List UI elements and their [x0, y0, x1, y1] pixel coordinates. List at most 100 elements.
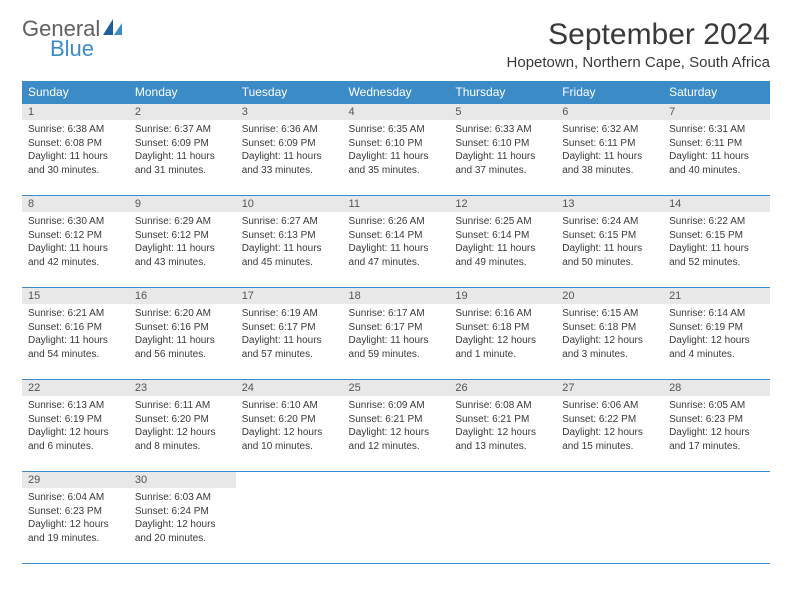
day-header: Tuesday	[236, 81, 343, 104]
day-content: Sunrise: 6:14 AMSunset: 6:19 PMDaylight:…	[663, 304, 770, 365]
day-header: Saturday	[663, 81, 770, 104]
day-number: 23	[129, 380, 236, 396]
daylight-text: Daylight: 11 hours and 42 minutes.	[28, 242, 123, 269]
daylight-text: Daylight: 11 hours and 43 minutes.	[135, 242, 230, 269]
daylight-text: Daylight: 12 hours and 6 minutes.	[28, 426, 123, 453]
calendar-day: 30Sunrise: 6:03 AMSunset: 6:24 PMDayligh…	[129, 472, 236, 564]
sunrise-text: Sunrise: 6:33 AM	[455, 123, 550, 137]
sunset-text: Sunset: 6:13 PM	[242, 229, 337, 243]
calendar-day: 12Sunrise: 6:25 AMSunset: 6:14 PMDayligh…	[449, 196, 556, 288]
calendar-day: 7Sunrise: 6:31 AMSunset: 6:11 PMDaylight…	[663, 104, 770, 196]
day-number: 17	[236, 288, 343, 304]
day-number: 29	[22, 472, 129, 488]
sunset-text: Sunset: 6:16 PM	[28, 321, 123, 335]
daylight-text: Daylight: 12 hours and 17 minutes.	[669, 426, 764, 453]
day-number: 24	[236, 380, 343, 396]
logo-sail-icon	[102, 18, 124, 40]
daylight-text: Daylight: 11 hours and 45 minutes.	[242, 242, 337, 269]
day-number: 22	[22, 380, 129, 396]
day-content: Sunrise: 6:24 AMSunset: 6:15 PMDaylight:…	[556, 212, 663, 273]
sunset-text: Sunset: 6:09 PM	[242, 137, 337, 151]
calendar-day: 17Sunrise: 6:19 AMSunset: 6:17 PMDayligh…	[236, 288, 343, 380]
sunset-text: Sunset: 6:19 PM	[669, 321, 764, 335]
daylight-text: Daylight: 11 hours and 40 minutes.	[669, 150, 764, 177]
day-number: 12	[449, 196, 556, 212]
calendar-day: 13Sunrise: 6:24 AMSunset: 6:15 PMDayligh…	[556, 196, 663, 288]
day-number: 19	[449, 288, 556, 304]
day-content: Sunrise: 6:32 AMSunset: 6:11 PMDaylight:…	[556, 120, 663, 181]
daylight-text: Daylight: 11 hours and 47 minutes.	[349, 242, 444, 269]
daylight-text: Daylight: 11 hours and 57 minutes.	[242, 334, 337, 361]
sunrise-text: Sunrise: 6:35 AM	[349, 123, 444, 137]
day-number: 8	[22, 196, 129, 212]
sunset-text: Sunset: 6:14 PM	[455, 229, 550, 243]
calendar-week: 1Sunrise: 6:38 AMSunset: 6:08 PMDaylight…	[22, 104, 770, 196]
calendar-body: 1Sunrise: 6:38 AMSunset: 6:08 PMDaylight…	[22, 104, 770, 564]
day-header: Monday	[129, 81, 236, 104]
daylight-text: Daylight: 12 hours and 13 minutes.	[455, 426, 550, 453]
day-content: Sunrise: 6:27 AMSunset: 6:13 PMDaylight:…	[236, 212, 343, 273]
day-content: Sunrise: 6:19 AMSunset: 6:17 PMDaylight:…	[236, 304, 343, 365]
sunrise-text: Sunrise: 6:38 AM	[28, 123, 123, 137]
calendar-week: 8Sunrise: 6:30 AMSunset: 6:12 PMDaylight…	[22, 196, 770, 288]
sunset-text: Sunset: 6:19 PM	[28, 413, 123, 427]
daylight-text: Daylight: 12 hours and 3 minutes.	[562, 334, 657, 361]
daylight-text: Daylight: 11 hours and 31 minutes.	[135, 150, 230, 177]
day-content: Sunrise: 6:17 AMSunset: 6:17 PMDaylight:…	[343, 304, 450, 365]
sunset-text: Sunset: 6:23 PM	[28, 505, 123, 519]
day-number: 14	[663, 196, 770, 212]
day-content: Sunrise: 6:11 AMSunset: 6:20 PMDaylight:…	[129, 396, 236, 457]
sunset-text: Sunset: 6:20 PM	[135, 413, 230, 427]
sunset-text: Sunset: 6:18 PM	[455, 321, 550, 335]
sunset-text: Sunset: 6:17 PM	[242, 321, 337, 335]
daylight-text: Daylight: 12 hours and 8 minutes.	[135, 426, 230, 453]
calendar-day: 16Sunrise: 6:20 AMSunset: 6:16 PMDayligh…	[129, 288, 236, 380]
calendar-day: 8Sunrise: 6:30 AMSunset: 6:12 PMDaylight…	[22, 196, 129, 288]
day-content: Sunrise: 6:22 AMSunset: 6:15 PMDaylight:…	[663, 212, 770, 273]
calendar-empty	[449, 472, 556, 564]
calendar-empty	[663, 472, 770, 564]
sunrise-text: Sunrise: 6:03 AM	[135, 491, 230, 505]
calendar-week: 15Sunrise: 6:21 AMSunset: 6:16 PMDayligh…	[22, 288, 770, 380]
calendar-day: 9Sunrise: 6:29 AMSunset: 6:12 PMDaylight…	[129, 196, 236, 288]
day-content: Sunrise: 6:30 AMSunset: 6:12 PMDaylight:…	[22, 212, 129, 273]
day-content: Sunrise: 6:16 AMSunset: 6:18 PMDaylight:…	[449, 304, 556, 365]
day-content: Sunrise: 6:35 AMSunset: 6:10 PMDaylight:…	[343, 120, 450, 181]
sunrise-text: Sunrise: 6:08 AM	[455, 399, 550, 413]
day-header: Sunday	[22, 81, 129, 104]
calendar-day: 24Sunrise: 6:10 AMSunset: 6:20 PMDayligh…	[236, 380, 343, 472]
calendar-day: 26Sunrise: 6:08 AMSunset: 6:21 PMDayligh…	[449, 380, 556, 472]
day-number: 10	[236, 196, 343, 212]
day-content: Sunrise: 6:31 AMSunset: 6:11 PMDaylight:…	[663, 120, 770, 181]
calendar-day: 11Sunrise: 6:26 AMSunset: 6:14 PMDayligh…	[343, 196, 450, 288]
calendar-empty	[343, 472, 450, 564]
day-number: 25	[343, 380, 450, 396]
day-number: 5	[449, 104, 556, 120]
calendar-day: 14Sunrise: 6:22 AMSunset: 6:15 PMDayligh…	[663, 196, 770, 288]
daylight-text: Daylight: 12 hours and 4 minutes.	[669, 334, 764, 361]
daylight-text: Daylight: 11 hours and 30 minutes.	[28, 150, 123, 177]
calendar-day: 19Sunrise: 6:16 AMSunset: 6:18 PMDayligh…	[449, 288, 556, 380]
daylight-text: Daylight: 12 hours and 12 minutes.	[349, 426, 444, 453]
sunrise-text: Sunrise: 6:26 AM	[349, 215, 444, 229]
day-number: 15	[22, 288, 129, 304]
day-number: 16	[129, 288, 236, 304]
calendar-day: 21Sunrise: 6:14 AMSunset: 6:19 PMDayligh…	[663, 288, 770, 380]
sunrise-text: Sunrise: 6:25 AM	[455, 215, 550, 229]
sunset-text: Sunset: 6:08 PM	[28, 137, 123, 151]
day-content: Sunrise: 6:05 AMSunset: 6:23 PMDaylight:…	[663, 396, 770, 457]
day-content: Sunrise: 6:13 AMSunset: 6:19 PMDaylight:…	[22, 396, 129, 457]
sunrise-text: Sunrise: 6:22 AM	[669, 215, 764, 229]
sunset-text: Sunset: 6:15 PM	[562, 229, 657, 243]
sunset-text: Sunset: 6:12 PM	[135, 229, 230, 243]
calendar-day: 4Sunrise: 6:35 AMSunset: 6:10 PMDaylight…	[343, 104, 450, 196]
day-content: Sunrise: 6:36 AMSunset: 6:09 PMDaylight:…	[236, 120, 343, 181]
day-content: Sunrise: 6:21 AMSunset: 6:16 PMDaylight:…	[22, 304, 129, 365]
calendar-day: 18Sunrise: 6:17 AMSunset: 6:17 PMDayligh…	[343, 288, 450, 380]
location: Hopetown, Northern Cape, South Africa	[507, 54, 770, 71]
calendar-day: 25Sunrise: 6:09 AMSunset: 6:21 PMDayligh…	[343, 380, 450, 472]
sunrise-text: Sunrise: 6:15 AM	[562, 307, 657, 321]
sunrise-text: Sunrise: 6:29 AM	[135, 215, 230, 229]
calendar-empty	[236, 472, 343, 564]
day-number: 26	[449, 380, 556, 396]
